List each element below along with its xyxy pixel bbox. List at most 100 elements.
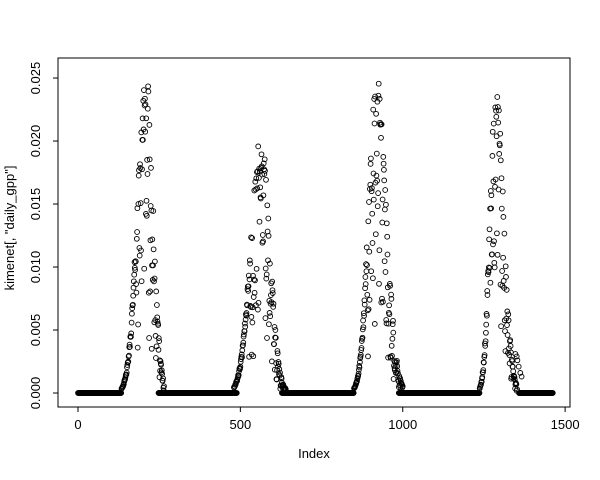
- data-point: [267, 260, 273, 267]
- data-point: [383, 201, 389, 208]
- data-point: [255, 299, 262, 306]
- y-axis-title: kimenet[, "daily_gpp"]: [2, 166, 17, 291]
- data-point: [263, 176, 269, 183]
- data-point: [155, 335, 162, 341]
- data-point: [381, 177, 388, 184]
- data-point: [137, 161, 143, 168]
- data-point: [160, 375, 166, 382]
- data-point: [491, 259, 498, 266]
- data-point: [362, 274, 369, 280]
- data-point: [129, 305, 136, 312]
- data-point: [161, 383, 167, 390]
- data-point: [264, 335, 270, 341]
- y-tick-label: 0.025: [28, 62, 43, 95]
- data-point: [496, 142, 503, 149]
- data-point: [510, 368, 517, 375]
- data-point: [146, 122, 153, 128]
- data-point: [238, 351, 245, 358]
- data-point: [375, 80, 382, 87]
- data-point: [504, 308, 511, 315]
- data-point: [153, 288, 160, 295]
- data-point: [499, 188, 506, 195]
- data-point: [127, 344, 133, 350]
- data-point: [489, 251, 495, 258]
- data-point: [132, 258, 139, 265]
- data-point: [146, 335, 152, 341]
- data-point: [488, 205, 494, 212]
- data-point: [511, 374, 518, 380]
- data-point: [478, 381, 484, 388]
- data-point: [155, 346, 162, 353]
- data-point: [514, 386, 520, 393]
- data-point: [260, 238, 266, 245]
- data-point: [141, 265, 148, 272]
- data-point: [382, 187, 389, 193]
- data-point: [252, 178, 259, 185]
- data-point: [245, 272, 252, 279]
- data-point: [385, 320, 392, 327]
- data-point: [155, 322, 162, 328]
- data-point: [492, 183, 498, 190]
- data-point: [497, 130, 504, 137]
- data-point: [489, 128, 496, 135]
- data-point: [378, 134, 384, 141]
- data-point: [373, 150, 380, 157]
- data-point: [505, 311, 512, 318]
- data-point: [358, 338, 365, 344]
- data-point: [497, 157, 504, 164]
- data-point: [258, 151, 265, 158]
- data-point: [233, 390, 240, 396]
- data-point: [501, 317, 508, 324]
- data-point: [130, 292, 137, 299]
- data-point: [144, 157, 150, 163]
- data-point: [269, 290, 276, 296]
- data-point: [237, 366, 243, 372]
- data-point: [266, 310, 273, 316]
- data-point: [387, 282, 393, 289]
- data-point: [375, 190, 381, 196]
- data-point: [498, 323, 504, 330]
- data-point: [145, 88, 152, 95]
- data-point: [500, 254, 506, 261]
- data-point: [390, 317, 396, 324]
- data-point: [380, 298, 386, 305]
- data-point: [384, 233, 391, 240]
- data-point: [394, 357, 400, 364]
- data-point: [483, 321, 490, 328]
- data-point: [356, 364, 363, 371]
- data-point: [262, 265, 269, 272]
- data-point: [366, 199, 372, 205]
- data-point: [160, 387, 167, 394]
- data-point: [158, 367, 165, 374]
- data-point: [370, 106, 377, 113]
- data-point: [261, 171, 268, 177]
- data-point: [381, 166, 387, 173]
- data-point: [139, 166, 145, 173]
- data-point: [367, 181, 374, 188]
- x-tick-label: 1000: [388, 417, 417, 432]
- data-point: [507, 337, 514, 343]
- data-point: [276, 366, 283, 372]
- data-point: [249, 235, 255, 241]
- data-point: [132, 267, 138, 273]
- data-point: [503, 274, 509, 280]
- data-point: [242, 320, 248, 327]
- data-point: [254, 185, 261, 192]
- data-point: [250, 294, 257, 300]
- data-point: [517, 370, 524, 376]
- data-point: [134, 344, 141, 351]
- data-point: [355, 372, 362, 379]
- data-point: [140, 137, 146, 143]
- data-point: [253, 265, 260, 272]
- data-point: [360, 324, 367, 331]
- data-point: [276, 372, 283, 379]
- data-point: [137, 165, 144, 171]
- data-point: [484, 292, 491, 298]
- data-point: [355, 370, 362, 377]
- data-point: [255, 306, 261, 313]
- data-point: [259, 232, 266, 238]
- data-point: [126, 352, 132, 359]
- data-point: [264, 202, 271, 209]
- data-point: [364, 307, 371, 314]
- data-point: [505, 317, 512, 324]
